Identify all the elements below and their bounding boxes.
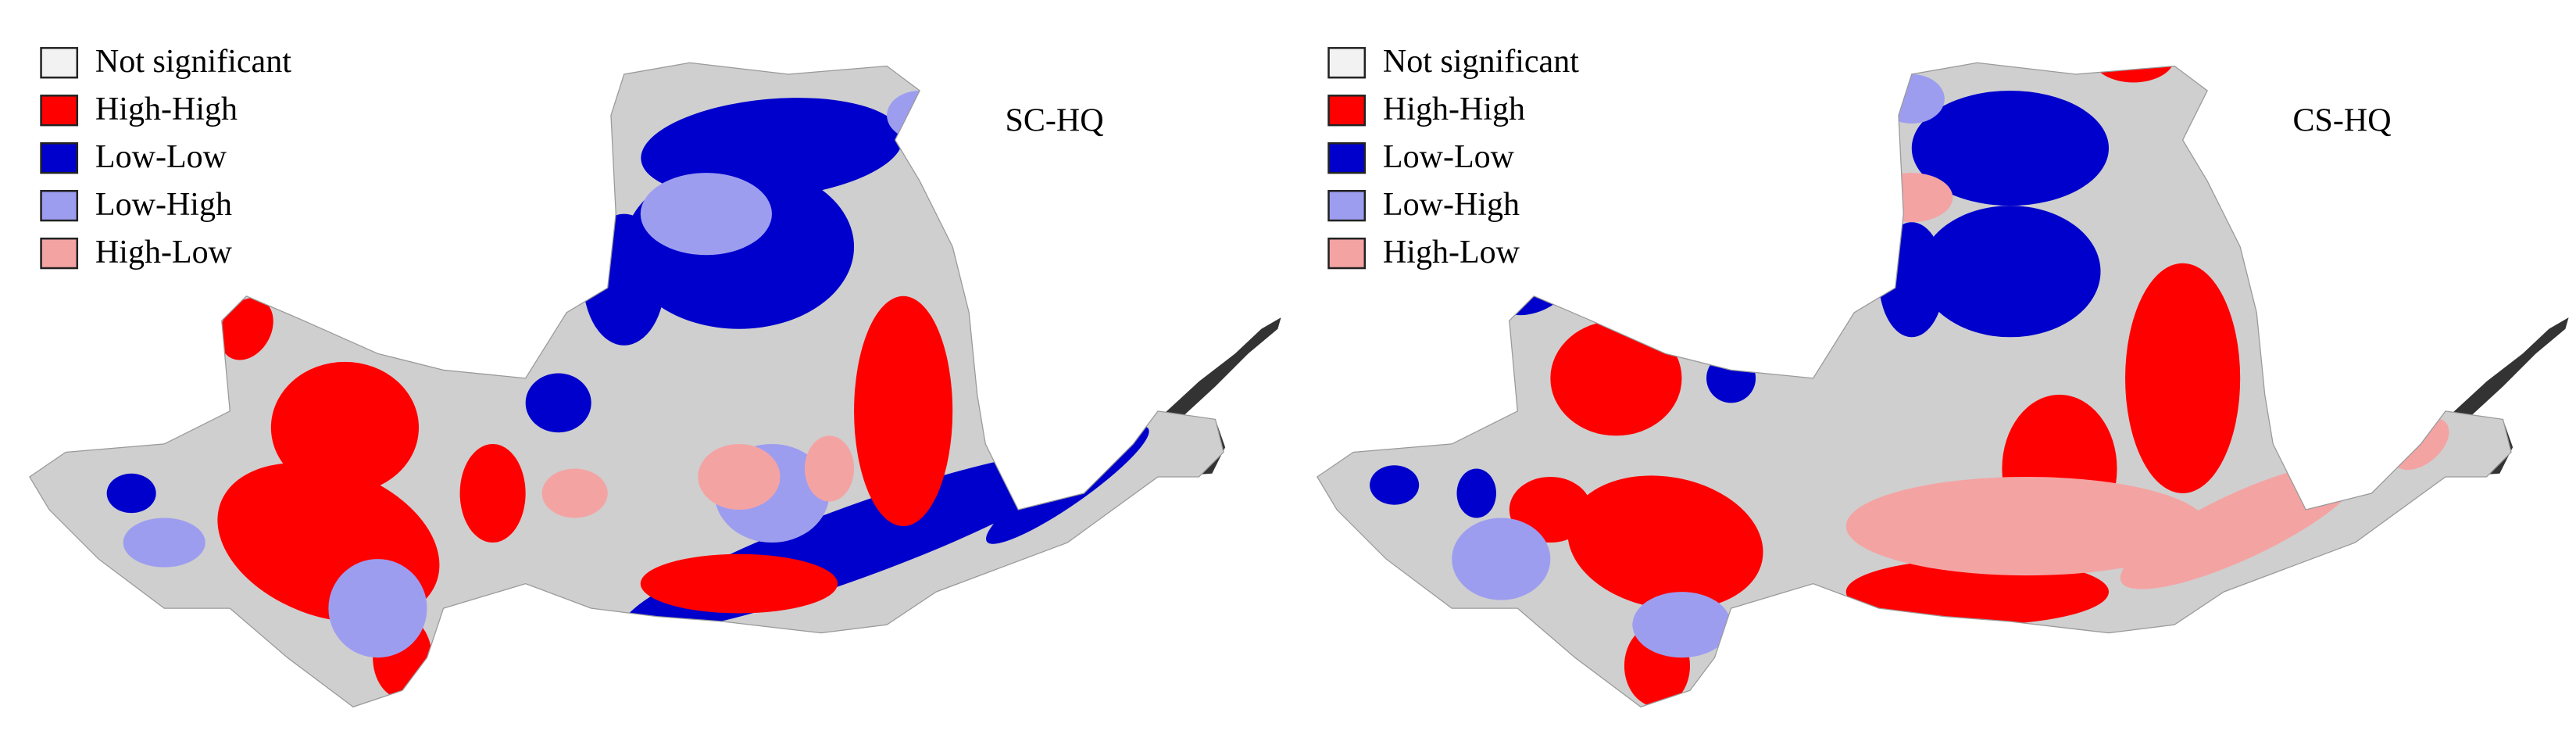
legend-swatch	[1327, 47, 1367, 79]
cluster-patch	[219, 298, 273, 360]
cluster-patch	[640, 553, 838, 614]
legend-label: High-Low	[95, 235, 233, 270]
basin-outline	[1316, 62, 2512, 707]
cluster-patch	[2125, 263, 2241, 493]
map-panel: Not significant High-High Low-Low Low-High H…	[28, 44, 1281, 707]
legend-swatch	[40, 142, 79, 174]
panel-label: SC-HQ	[1005, 103, 1103, 139]
cluster-patch	[1370, 465, 1420, 505]
cluster-patch	[1567, 475, 1763, 610]
legend-swatch	[1327, 142, 1367, 174]
legend-label: Not significant	[95, 44, 291, 80]
cluster-patch	[1878, 222, 1945, 338]
cluster-patch	[106, 473, 156, 514]
cluster-patch	[805, 435, 855, 502]
cluster-layer	[1370, 63, 2449, 707]
cluster-patch	[1452, 518, 1551, 600]
legend-swatch	[40, 47, 79, 79]
legend-swatch	[40, 95, 79, 127]
cluster-patch	[1878, 73, 1945, 124]
legend-label: High-Low	[1383, 235, 1520, 270]
legend-label: Low-Low	[1383, 139, 1515, 175]
cluster-patch	[698, 443, 781, 510]
legend-swatch	[1327, 189, 1367, 222]
cluster-patch	[1845, 476, 2208, 576]
cluster-patch	[1845, 559, 2110, 625]
legend-label: High-High	[95, 91, 238, 127]
cluster-patch	[459, 443, 526, 543]
legend-swatch	[40, 189, 79, 222]
cluster-patch	[1911, 91, 2110, 206]
cluster-patch	[1706, 353, 1756, 403]
legend-label: Low-High	[1383, 187, 1520, 223]
cluster-patch	[1632, 592, 1731, 658]
cluster-patch	[1550, 321, 1682, 436]
cluster-patch	[854, 295, 953, 527]
cluster-patch	[525, 373, 591, 433]
cluster-patch	[1456, 468, 1496, 518]
legend-label: Not significant	[1383, 44, 1579, 80]
legend-label: Low-High	[95, 187, 232, 223]
legend-swatch	[1327, 95, 1367, 127]
cluster-patch	[1920, 206, 2101, 338]
cluster-patch	[541, 468, 608, 518]
legend-swatch	[1327, 237, 1367, 270]
legend-label: Low-Low	[95, 139, 227, 175]
panel-label: CS-HQ	[2292, 103, 2391, 139]
cluster-patch	[887, 91, 953, 141]
outlet-tail	[2445, 317, 2569, 424]
cluster-patch	[328, 559, 427, 658]
cluster-layer	[106, 91, 1149, 699]
cluster-patch	[270, 361, 420, 493]
cluster-patch	[123, 518, 205, 568]
outlet-tail	[1157, 317, 1281, 424]
legend-swatch	[40, 237, 79, 270]
cluster-patch	[640, 173, 772, 256]
cluster-patch	[2092, 63, 2175, 83]
cluster-patch	[1870, 173, 1953, 223]
legend-label: High-High	[1383, 91, 1525, 127]
basin-outline	[28, 62, 1224, 707]
map-panel: Not significant High-High Low-Low Low-High H…	[1316, 44, 2569, 707]
